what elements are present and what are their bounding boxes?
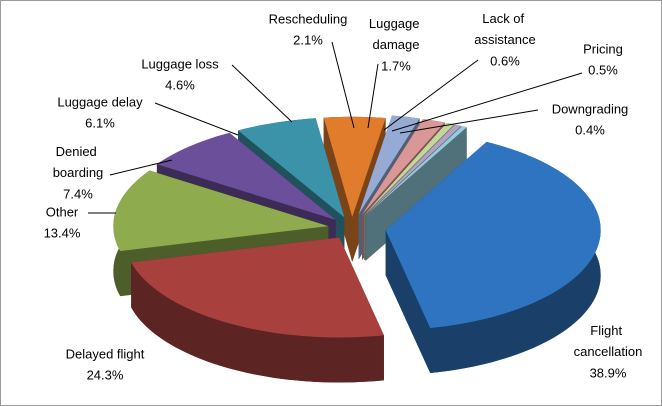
slice-top [131,237,384,338]
slice-label: Denied boarding [53,144,104,180]
leader-line [331,41,355,129]
value-label: 4.6% [165,77,195,92]
slice [131,237,384,383]
slice-label: Pricing [583,41,623,56]
value-label: 0.6% [490,53,520,68]
value-label: 24.3% [87,367,124,382]
slice-top [323,116,386,217]
slice-label: Luggage loss [141,56,219,71]
slice-top [385,141,601,328]
slice-top [156,132,336,220]
slice [385,141,601,374]
slice-top [364,122,455,216]
leader-line [367,63,379,129]
slice-label: Rescheduling [269,11,348,26]
value-label: 6.1% [85,115,115,130]
value-label: 0.4% [575,122,605,137]
slice-label: Luggage damage [369,16,423,52]
slice-label: Lack of assistance [474,11,535,47]
slice-top [358,115,420,215]
value-label: 1.7% [381,58,411,73]
value-label: 13.4% [44,225,81,240]
slice-label: Luggage delay [57,94,143,109]
leader-line [109,159,173,176]
leader-line [399,109,539,134]
leader-line [231,64,293,123]
slice-top [362,119,445,215]
value-label: 7.4% [63,186,93,201]
slice-top [364,124,462,216]
slice-side [131,262,384,383]
slice-top [113,170,329,252]
slice-label: Delayed flight [66,346,145,361]
slice-top [238,118,345,218]
value-label: 38.9% [590,365,627,380]
slice-wall [385,230,431,374]
slice-label: Other [46,204,79,219]
slice-label: Downgrading [552,101,629,116]
value-label: 2.1% [293,32,323,47]
value-label: 0.5% [588,62,618,77]
leader-line [391,72,583,132]
slice-label: Flight cancellation [574,323,643,359]
leader-line [383,59,479,131]
leader-line [154,102,239,136]
slice-top [365,126,467,216]
